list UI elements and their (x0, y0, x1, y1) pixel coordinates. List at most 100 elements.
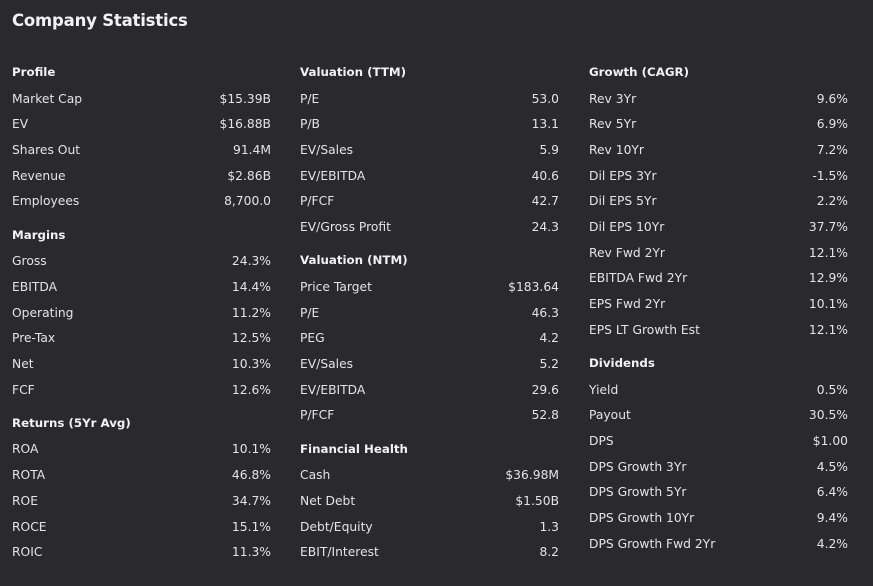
stat-value: 4.2% (816, 536, 848, 551)
stat-label: Pre-Tax (12, 331, 56, 346)
stat-label: Employees (12, 194, 80, 209)
stat-row-ev-gross-profit-ttm: EV/Gross Profit 24.3 (300, 214, 559, 240)
stat-label: ROA (12, 442, 39, 457)
stat-value: 10.1% (808, 297, 848, 312)
stat-row-roa: ROA 10.1% (12, 437, 271, 463)
stat-value: $1.00 (812, 433, 848, 448)
stat-row-pe-ttm: P/E 53.0 (300, 86, 559, 112)
stat-row-pe-ntm: P/E 46.3 (300, 300, 559, 326)
stat-label: DPS Growth 5Yr (589, 485, 687, 500)
section-gap (12, 402, 271, 411)
stat-row-ev-sales-ntm: EV/Sales 5.2 (300, 351, 559, 377)
stat-value: 5.9 (539, 142, 559, 157)
stat-row-rev-5yr: Rev 5Yr 6.9% (589, 111, 848, 137)
stat-row-dps-growth-3yr: DPS Growth 3Yr 4.5% (589, 454, 848, 480)
stat-row-cash: Cash $36.98M (300, 462, 559, 488)
section-gap (12, 214, 271, 223)
stat-value: $36.98M (505, 468, 559, 483)
stat-label: Payout (589, 408, 631, 423)
stat-value: 91.4M (233, 142, 271, 157)
stats-column-3: Growth (CAGR) Rev 3Yr 9.6% Rev 5Yr 6.9% Re… (589, 60, 848, 557)
section-gap (589, 343, 848, 352)
stat-label: ROE (12, 493, 38, 508)
stat-value: 9.4% (816, 511, 848, 526)
stat-label: DPS Growth 10Yr (589, 511, 695, 526)
stat-row-price-target: Price Target $183.64 (300, 274, 559, 300)
stat-value: 29.6 (531, 382, 559, 397)
stat-row-dil-eps-5yr: Dil EPS 5Yr 2.2% (589, 188, 848, 214)
section-title-financial-health: Financial Health (300, 441, 408, 456)
stat-row-rota: ROTA 46.8% (12, 462, 271, 488)
stat-value: 6.4% (816, 485, 848, 500)
stats-column-2: Valuation (TTM) P/E 53.0 P/B 13.1 EV/Sales… (300, 60, 559, 565)
stat-value: $16.88B (219, 117, 271, 132)
stat-label: P/E (300, 91, 320, 106)
stat-row-employees: Employees 8,700.0 (12, 188, 271, 214)
section-title-growth: Growth (CAGR) (589, 65, 689, 79)
stat-row-ev: EV $16.88B (12, 111, 271, 137)
page-title: Company Statistics (12, 11, 188, 30)
stat-label: EPS LT Growth Est (589, 322, 700, 337)
stat-row-gross: Gross 24.3% (12, 248, 271, 274)
stat-label: Price Target (300, 279, 372, 294)
stat-value: 40.6 (531, 168, 559, 183)
stat-label: Dil EPS 10Yr (589, 219, 665, 234)
stat-label: ROCE (12, 519, 47, 534)
stat-value: 15.1% (231, 519, 271, 534)
stat-row-net-debt: Net Debt $1.50B (300, 488, 559, 514)
stat-value: 53.0 (531, 91, 559, 106)
stat-row-pb-ttm: P/B 13.1 (300, 111, 559, 137)
stat-row-debt-equity: Debt/Equity 1.3 (300, 514, 559, 540)
section-gap (300, 428, 559, 437)
stat-row-dil-eps-10yr: Dil EPS 10Yr 37.7% (589, 214, 848, 240)
stat-value: $183.64 (508, 279, 559, 294)
stat-row-ev-ebitda-ttm: EV/EBITDA 40.6 (300, 163, 559, 189)
stat-value: 10.1% (231, 442, 271, 457)
stat-label: EBITDA (12, 279, 58, 294)
stat-label: P/FCF (300, 194, 335, 209)
stat-row-roce: ROCE 15.1% (12, 514, 271, 540)
stat-label: Shares Out (12, 142, 81, 157)
stat-value: 8.2 (539, 545, 559, 560)
stat-label: EBIT/Interest (300, 545, 379, 560)
stat-row-rev-fwd-2yr: Rev Fwd 2Yr 12.1% (589, 240, 848, 266)
stat-value: 8,700.0 (224, 194, 271, 209)
stat-row-ebit-interest: EBIT/Interest 8.2 (300, 539, 559, 565)
stat-value: 12.1% (808, 322, 848, 337)
stat-value: 5.2 (539, 356, 559, 371)
stat-label: Rev 10Yr (589, 142, 644, 157)
stat-value: $1.50B (515, 493, 559, 508)
stat-row-roe: ROE 34.7% (12, 488, 271, 514)
stat-value: 30.5% (808, 408, 848, 423)
stat-value: 11.2% (231, 305, 271, 320)
stat-label: P/B (300, 117, 320, 132)
section-title-profile: Profile (12, 65, 56, 79)
stat-value: 4.5% (816, 459, 848, 474)
stat-row-market-cap: Market Cap $15.39B (12, 86, 271, 112)
stat-label: P/E (300, 305, 320, 320)
stat-row-dps-growth-10yr: DPS Growth 10Yr 9.4% (589, 505, 848, 531)
stat-label: P/FCF (300, 408, 335, 423)
stat-label: EV/Sales (300, 356, 354, 371)
stat-label: EPS Fwd 2Yr (589, 297, 666, 312)
stat-row-dps-growth-fwd-2yr: DPS Growth Fwd 2Yr 4.2% (589, 531, 848, 557)
stat-value: 6.9% (816, 117, 848, 132)
stat-row-ebitda: EBITDA 14.4% (12, 274, 271, 300)
stat-label: Net (12, 356, 34, 371)
stat-label: ROIC (12, 545, 43, 560)
stat-value: $15.39B (219, 91, 271, 106)
stat-value: 10.3% (231, 356, 271, 371)
stat-row-ev-sales-ttm: EV/Sales 5.9 (300, 137, 559, 163)
stat-label: DPS Growth Fwd 2Yr (589, 536, 716, 551)
stat-value: 46.3 (531, 305, 559, 320)
stat-label: FCF (12, 382, 35, 397)
stat-value: 12.9% (808, 271, 848, 286)
stat-label: ROTA (12, 468, 46, 483)
stat-row-ebitda-fwd-2yr: EBITDA Fwd 2Yr 12.9% (589, 266, 848, 292)
stat-value: 24.3 (531, 219, 559, 234)
stat-value: 12.1% (808, 245, 848, 260)
section-title-dividends: Dividends (589, 356, 655, 371)
stat-label: Rev Fwd 2Yr (589, 245, 665, 260)
stat-label: Debt/Equity (300, 519, 373, 534)
stat-row-pre-tax: Pre-Tax 12.5% (12, 325, 271, 351)
